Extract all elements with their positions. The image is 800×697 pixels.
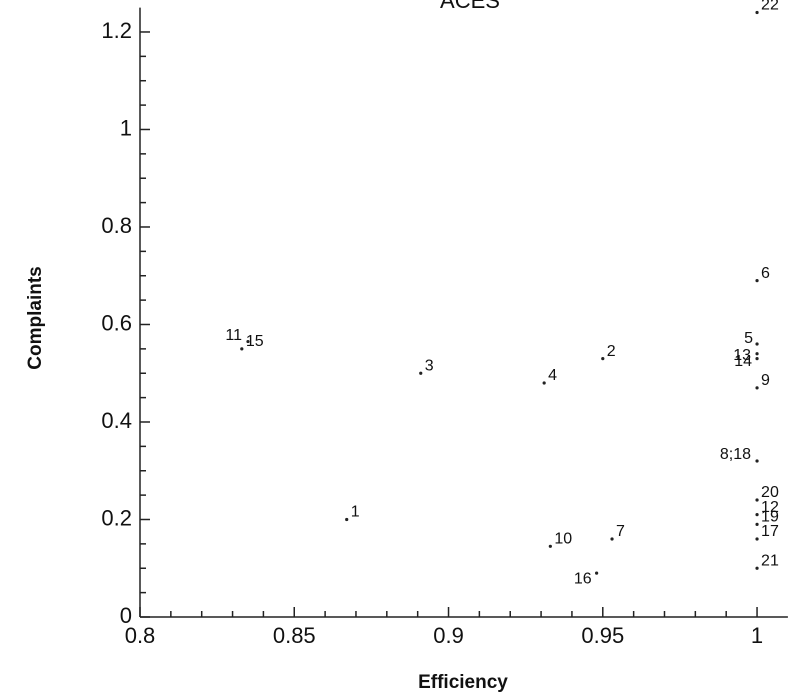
point-label: 20: [761, 484, 779, 501]
y-tick-label: 0.8: [101, 213, 132, 238]
x-tick-label: 0.95: [581, 623, 624, 648]
point: [755, 352, 759, 356]
point: [755, 386, 759, 390]
point-label: 9: [761, 372, 770, 389]
point-label: 15: [246, 333, 264, 350]
point: [240, 347, 244, 351]
point: [755, 459, 759, 463]
point-label: 3: [425, 357, 434, 374]
point-label: 17: [761, 523, 779, 540]
y-tick-label: 0.4: [101, 408, 132, 433]
point-label: 5: [744, 330, 753, 347]
point: [542, 381, 546, 385]
point: [755, 357, 759, 361]
x-tick-label: 1: [751, 623, 763, 648]
point: [601, 357, 605, 361]
point: [246, 339, 250, 344]
point: [548, 544, 552, 548]
point-label: 19: [761, 509, 779, 526]
point-label: 14: [734, 353, 752, 370]
x-tick-label: 0.8: [125, 623, 156, 648]
point: [610, 537, 614, 541]
point-label: 2: [607, 343, 616, 360]
y-axis-label: Complaints: [25, 266, 46, 369]
point: [755, 10, 759, 15]
y-tick-label: 0.2: [101, 505, 132, 530]
point: [755, 498, 759, 502]
point-label: 1: [351, 504, 360, 521]
y-tick-label: 1.2: [101, 18, 132, 43]
point: [755, 537, 759, 541]
point-label: 7: [616, 523, 625, 540]
point: [755, 342, 759, 346]
y-tick-label: 0.6: [101, 310, 132, 335]
point-label: 22: [761, 0, 779, 14]
y-tick-label: 0: [120, 603, 132, 628]
point-label: 13: [733, 347, 751, 364]
point: [755, 513, 759, 517]
point: [755, 279, 759, 283]
point-label: 12: [761, 499, 779, 516]
x-axis-label: Efficiency: [418, 672, 508, 693]
point: [345, 517, 349, 522]
point-label: 6: [761, 265, 770, 282]
chart-title: ACES: [440, 0, 500, 13]
point: [419, 371, 423, 375]
y-tick-label: 1: [120, 115, 132, 140]
x-tick-label: 0.9: [433, 623, 464, 648]
point-label: 21: [761, 552, 779, 569]
point: [595, 571, 599, 575]
x-tick-label: 0.85: [273, 623, 316, 648]
point-label: 16: [574, 570, 592, 587]
point-label: 11: [225, 327, 242, 344]
point-label: 4: [548, 367, 557, 384]
point: [755, 566, 759, 570]
point: [755, 522, 759, 526]
point-label: 10: [554, 531, 572, 548]
point-label: 8;18: [720, 446, 751, 463]
